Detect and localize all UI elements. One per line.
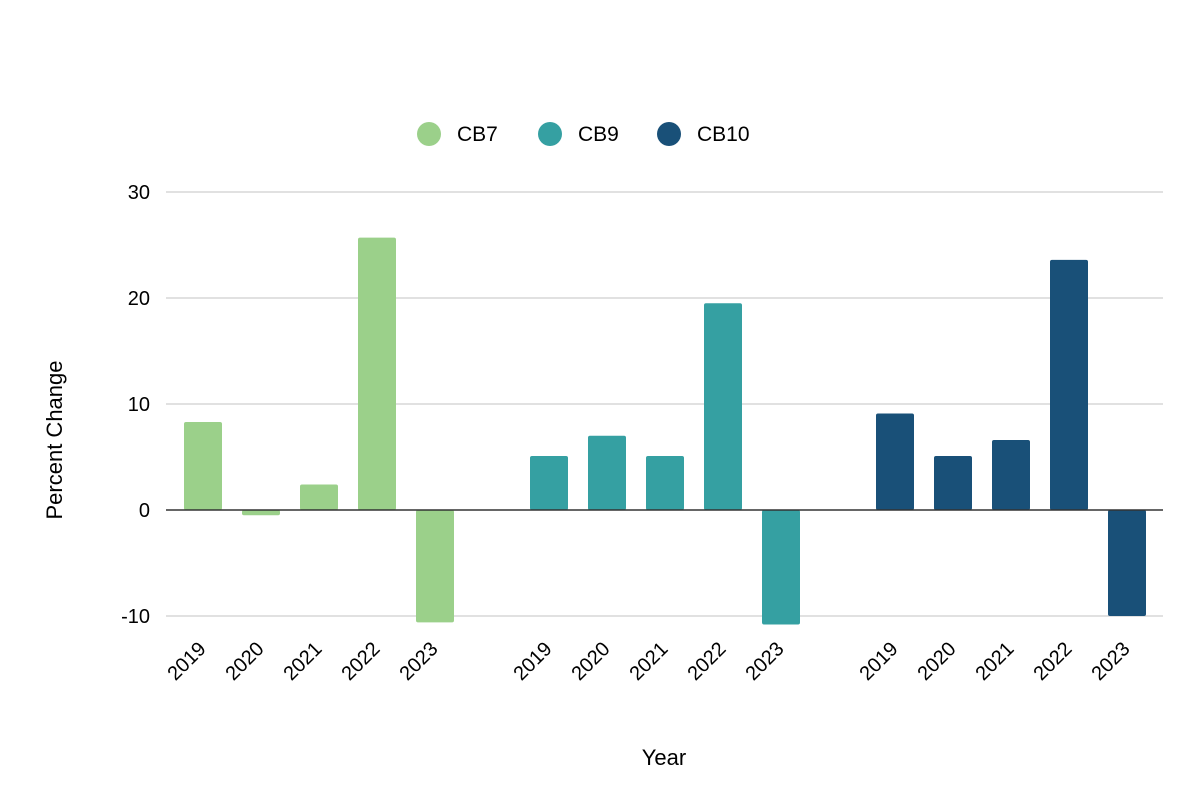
legend: CB7 CB9 CB10	[417, 122, 750, 146]
bar-cb9-2023	[762, 510, 800, 625]
x-axis-title: Year	[642, 745, 686, 770]
bar-cb7-2022	[358, 237, 396, 510]
legend-label: CB10	[697, 123, 750, 146]
bar-cb10-2019	[876, 413, 914, 510]
y-tick-label: 0	[139, 500, 150, 522]
x-tick-label: 2019	[856, 638, 903, 685]
y-tick-label: 10	[128, 394, 150, 416]
x-tick-label: 2022	[338, 638, 385, 685]
bar-cb10-2023	[1108, 510, 1146, 616]
x-tick-label: 2021	[280, 638, 327, 685]
bar-cb7-2023	[416, 510, 454, 623]
legend-item-cb10: CB10	[657, 122, 750, 146]
y-tick-label: 20	[128, 288, 150, 310]
bar-cb10-2021	[992, 440, 1030, 510]
bar-cb9-2021	[646, 455, 684, 510]
bars	[184, 237, 1146, 625]
legend-swatch	[417, 122, 441, 146]
bar-cb10-2022	[1050, 259, 1088, 510]
legend-item-cb9: CB9	[538, 122, 619, 146]
legend-swatch	[538, 122, 562, 146]
x-tick-label: 2019	[510, 638, 557, 685]
bar-cb9-2022	[704, 303, 742, 510]
series-cb7	[184, 237, 454, 623]
bar-cb7-2021	[300, 484, 338, 510]
x-tick-label: 2020	[914, 638, 961, 685]
bar-cb7-2020	[242, 510, 280, 516]
x-tick-label: 2019	[164, 638, 211, 685]
x-tick-label: 2020	[568, 638, 615, 685]
legend-label: CB7	[457, 123, 498, 146]
x-tick-label: 2020	[222, 638, 269, 685]
y-axis-ticks: -10 0 10 20 30	[121, 182, 150, 628]
x-tick-label: 2022	[1030, 638, 1077, 685]
series-cb10	[876, 259, 1146, 616]
x-tick-label: 2021	[626, 638, 673, 685]
bar-cb10-2020	[934, 455, 972, 510]
bar-cb9-2019	[530, 455, 568, 510]
bar-cb9-2020	[588, 435, 626, 510]
y-tick-label: -10	[121, 606, 150, 628]
x-tick-label: 2023	[1088, 638, 1135, 685]
gridlines	[166, 191, 1163, 617]
bar-cb7-2019	[184, 422, 222, 510]
x-axis-ticks: 2019 2020 2021 2022 2023 2019 2020 2021 2022 2023…	[164, 638, 1135, 685]
x-tick-label: 2022	[684, 638, 731, 685]
x-tick-label: 2023	[396, 638, 443, 685]
y-tick-label: 30	[128, 182, 150, 204]
legend-item-cb7: CB7	[417, 122, 498, 146]
x-tick-label: 2023	[742, 638, 789, 685]
legend-label: CB9	[578, 123, 619, 146]
y-axis-title: Percent Change	[42, 361, 67, 520]
series-cb9	[530, 303, 800, 625]
x-tick-label: 2021	[972, 638, 1019, 685]
legend-swatch	[657, 122, 681, 146]
